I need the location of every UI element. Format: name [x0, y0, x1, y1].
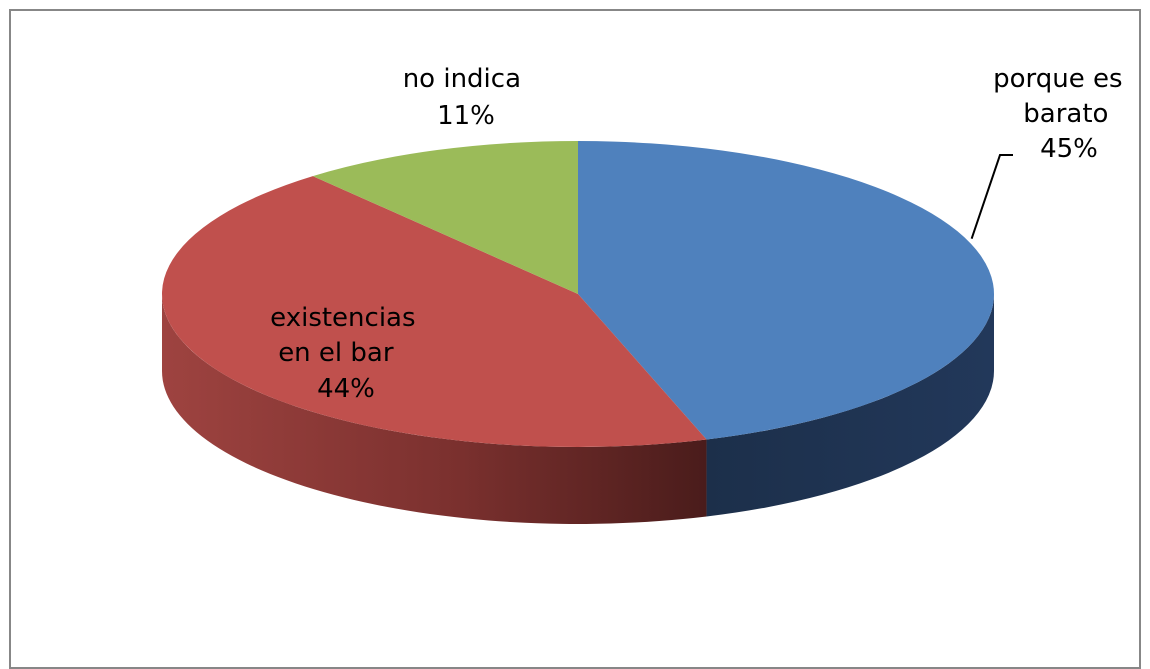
slice-no-indica[interactable]: [312, 141, 578, 294]
slice-porque-es-barato[interactable]: [578, 141, 995, 440]
pie-chart: no indica 11% porque es barato 45% exist…: [161, 64, 1131, 524]
label-porque-line1: porque es: [993, 64, 1122, 94]
label-porque-value: 45%: [1040, 134, 1098, 164]
label-existencias-value: 44%: [317, 374, 375, 404]
leader-line: [970, 154, 1013, 240]
label-no-indica-value: 11%: [437, 101, 495, 131]
label-no-indica: no indica 11%: [403, 64, 530, 131]
slice-existencias-en-el-bar[interactable]: [161, 176, 707, 448]
label-existencias-line1: existencias: [270, 303, 415, 333]
slice-side-existencias: [162, 294, 707, 524]
label-existencias-en-el-bar: existencias en el bar 44%: [270, 303, 424, 404]
label-porque-es-barato: porque es barato 45%: [993, 64, 1131, 164]
label-porque-line2: barato: [1023, 99, 1108, 129]
label-no-indica-name: no indica: [403, 64, 521, 94]
slice-side-porque-es-barato: [706, 294, 994, 517]
label-existencias-line2: en el bar: [278, 338, 394, 368]
